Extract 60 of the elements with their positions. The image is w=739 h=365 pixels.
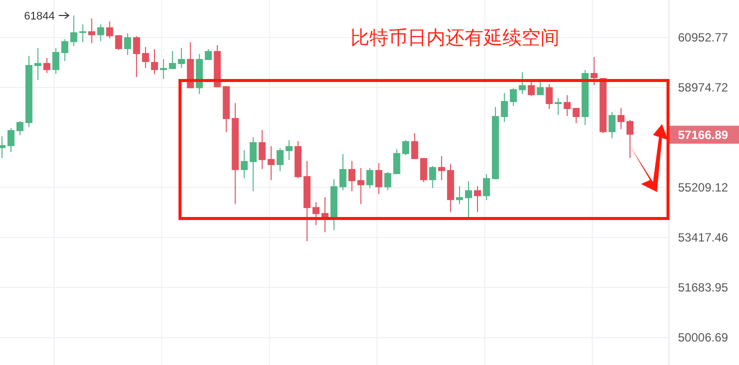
candlestick	[518, 72, 526, 95]
candlestick	[572, 108, 580, 124]
candlestick	[321, 196, 328, 233]
candlestick	[465, 180, 472, 218]
candlestick	[429, 166, 436, 189]
candlestick	[312, 202, 320, 226]
candlestick	[34, 48, 42, 81]
candlestick	[482, 174, 490, 201]
candlestick	[411, 132, 418, 160]
candlestick	[61, 38, 68, 62]
candlestick	[554, 98, 562, 116]
candlestick	[133, 36, 140, 78]
y-tick-label: 53417.46	[678, 230, 728, 244]
candlestick	[240, 150, 248, 179]
candlestick	[168, 50, 176, 70]
candlestick	[124, 32, 132, 56]
text: 比特币日内还有延续空间	[350, 27, 560, 49]
candlestick	[142, 46, 150, 69]
candlestick	[528, 80, 535, 97]
y-tick-label: 58974.72	[678, 80, 728, 94]
candlestick	[43, 58, 50, 74]
candlestick	[339, 154, 346, 191]
candlestick	[500, 92, 508, 123]
candlestick	[510, 88, 517, 107]
candlestick	[178, 48, 185, 69]
candlestick	[258, 130, 266, 170]
candlestick	[590, 56, 598, 86]
candlestick	[420, 158, 428, 183]
candlestick	[160, 58, 167, 80]
candlestick	[608, 112, 616, 139]
y-tick-label: 55209.12	[678, 180, 728, 194]
candlestick	[16, 120, 24, 136]
candlestick	[268, 146, 275, 181]
candlestick	[357, 168, 364, 205]
candlestick	[7, 128, 14, 153]
annotation: 61844	[24, 10, 55, 23]
candlestick	[52, 48, 60, 75]
candlestick	[366, 168, 374, 189]
candlestick	[546, 84, 553, 110]
text: 57166.89	[678, 128, 728, 142]
candlestick	[151, 48, 158, 75]
y-tick-label: 51683.95	[678, 280, 728, 294]
candlestick	[375, 162, 382, 195]
y-tick-label: 50006.69	[678, 330, 728, 344]
candlestick	[438, 156, 446, 181]
candlestick	[456, 186, 464, 205]
candlestick	[106, 20, 114, 39]
candlestick	[626, 120, 634, 159]
candlestick	[115, 34, 122, 51]
candlestick	[564, 94, 571, 117]
candlestick	[474, 186, 481, 213]
candlestick	[97, 24, 104, 42]
candlestick	[286, 140, 293, 161]
y-tick-label: 60952.77	[678, 30, 728, 44]
candlestick	[348, 160, 356, 192]
candlestick	[250, 136, 257, 192]
candlestick	[536, 80, 544, 96]
candlestick	[618, 108, 625, 130]
candlestick	[276, 148, 284, 172]
candlestick	[402, 140, 410, 156]
